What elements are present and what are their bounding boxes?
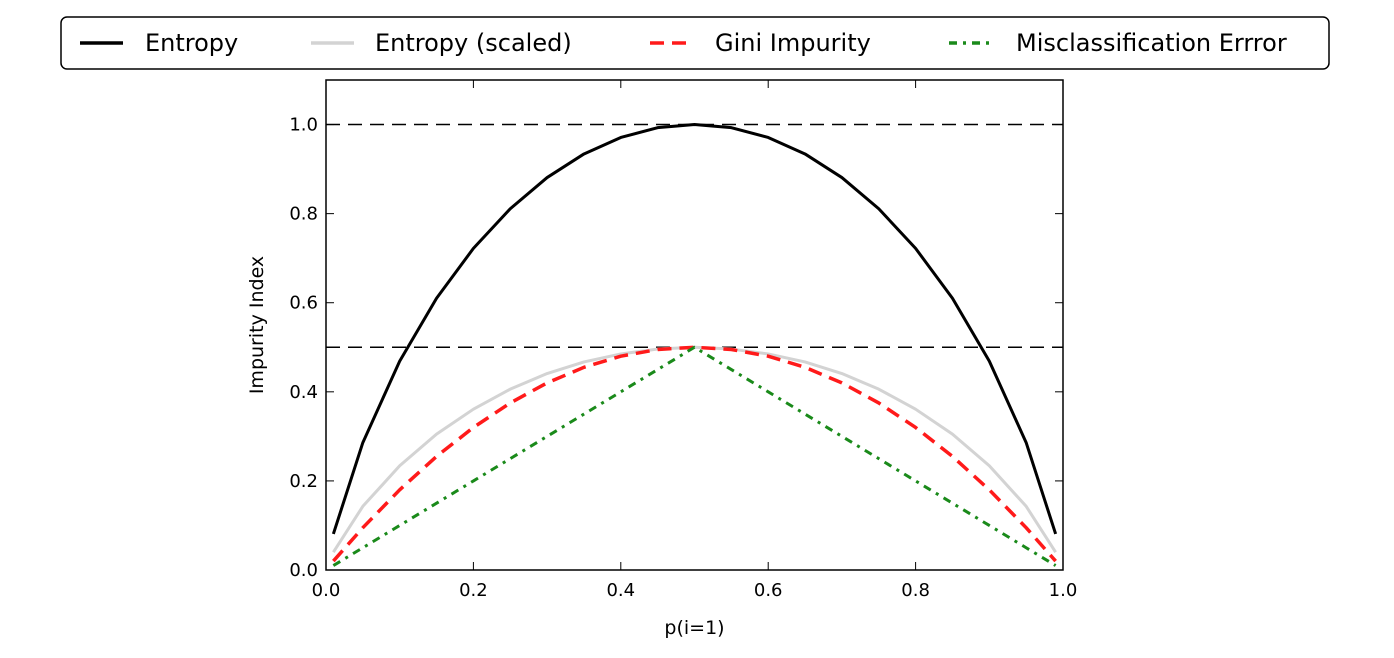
series-line-gini-impurity [332, 345, 1057, 563]
legend-item-entropy-scaled: Entropy (scaled) [311, 29, 572, 57]
series-layer [331, 123, 1058, 567]
x-axis-label: p(i=1) [664, 617, 724, 639]
plot-frame [325, 79, 1064, 571]
x-axis-ticks: 0.0 0.2 0.4 0.6 0.8 1.0 [312, 80, 1078, 601]
legend-label-entropy-scaled: Entropy (scaled) [375, 29, 572, 57]
legend-label-misclassification-error: Misclassification Errror [1016, 29, 1287, 57]
y-tick-label: 0.8 [289, 204, 318, 225]
legend-item-misclassification-error: Misclassification Errror [949, 29, 1287, 57]
y-axis-ticks: 0.0 0.2 0.4 0.6 0.8 1.0 [289, 115, 1063, 581]
legend-label-entropy: Entropy [145, 29, 238, 57]
series-line-entropy [331, 123, 1058, 535]
legend: Entropy Entropy (scaled) Gini Impurity M… [60, 16, 1330, 70]
series-line-misclassification-errror [332, 345, 1057, 567]
y-tick-label: 0.2 [289, 471, 318, 492]
legend-label-gini-impurity: Gini Impurity [715, 29, 871, 57]
x-tick-label: 0.2 [459, 580, 488, 601]
legend-frame [60, 16, 1330, 70]
y-tick-label: 0.4 [289, 382, 318, 403]
x-tick-label: 0.6 [754, 580, 783, 601]
legend-item-gini-impurity: Gini Impurity [650, 29, 871, 57]
series-line-entropy-scaled [332, 345, 1057, 553]
y-tick-label: 1.0 [289, 115, 318, 136]
y-axis-label: Impurity Index [246, 256, 268, 394]
legend-item-entropy: Entropy [80, 29, 238, 57]
reference-lines [326, 123, 1063, 349]
x-tick-label: 1.0 [1049, 580, 1078, 601]
x-tick-label: 0.0 [312, 580, 341, 601]
y-tick-label: 0.0 [289, 560, 318, 581]
y-tick-label: 0.6 [289, 293, 318, 314]
x-tick-label: 0.4 [606, 580, 635, 601]
x-tick-label: 0.8 [901, 580, 930, 601]
